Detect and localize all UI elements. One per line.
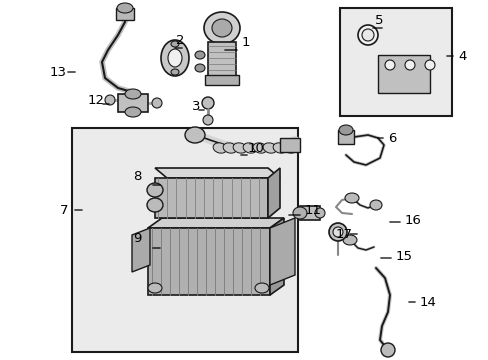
Ellipse shape bbox=[125, 107, 141, 117]
Bar bbox=[204, 75, 239, 85]
Text: 9: 9 bbox=[133, 231, 141, 244]
Ellipse shape bbox=[213, 143, 226, 153]
Ellipse shape bbox=[223, 143, 236, 153]
Ellipse shape bbox=[203, 115, 213, 125]
Ellipse shape bbox=[338, 125, 352, 135]
Bar bbox=[207, 42, 236, 80]
Bar bbox=[299, 206, 319, 220]
Ellipse shape bbox=[314, 208, 325, 218]
Bar bbox=[118, 94, 148, 112]
Text: 1: 1 bbox=[242, 36, 250, 49]
Ellipse shape bbox=[233, 143, 246, 153]
Ellipse shape bbox=[161, 40, 189, 76]
Ellipse shape bbox=[117, 3, 133, 13]
Ellipse shape bbox=[404, 60, 414, 70]
Text: 17: 17 bbox=[335, 228, 352, 240]
Text: 7: 7 bbox=[60, 203, 68, 216]
Ellipse shape bbox=[292, 207, 306, 219]
Text: 12: 12 bbox=[88, 94, 105, 107]
Ellipse shape bbox=[152, 98, 162, 108]
Text: 3: 3 bbox=[192, 99, 200, 112]
Ellipse shape bbox=[168, 49, 182, 67]
Bar bbox=[337, 130, 353, 144]
Ellipse shape bbox=[332, 227, 342, 237]
Text: 2: 2 bbox=[176, 33, 184, 46]
Text: 14: 14 bbox=[419, 296, 436, 309]
Polygon shape bbox=[269, 218, 294, 285]
Polygon shape bbox=[269, 218, 284, 295]
Text: 4: 4 bbox=[457, 49, 466, 63]
Ellipse shape bbox=[342, 235, 356, 245]
Text: 8: 8 bbox=[133, 170, 141, 183]
Bar bbox=[377, 55, 429, 93]
Ellipse shape bbox=[384, 60, 394, 70]
Ellipse shape bbox=[203, 12, 240, 44]
Ellipse shape bbox=[184, 127, 204, 143]
Polygon shape bbox=[267, 168, 280, 218]
Ellipse shape bbox=[328, 223, 346, 241]
Ellipse shape bbox=[243, 143, 256, 153]
Ellipse shape bbox=[195, 64, 204, 72]
Text: 6: 6 bbox=[387, 131, 396, 144]
Ellipse shape bbox=[105, 95, 115, 105]
Polygon shape bbox=[148, 228, 269, 295]
Bar bbox=[339, 8, 451, 116]
Ellipse shape bbox=[263, 143, 276, 153]
Ellipse shape bbox=[253, 143, 266, 153]
Ellipse shape bbox=[147, 183, 163, 197]
Text: 15: 15 bbox=[395, 249, 412, 262]
Ellipse shape bbox=[254, 283, 268, 293]
Ellipse shape bbox=[361, 29, 373, 41]
Text: 13: 13 bbox=[50, 66, 67, 78]
Ellipse shape bbox=[369, 200, 381, 210]
Polygon shape bbox=[155, 178, 267, 218]
Ellipse shape bbox=[148, 283, 162, 293]
Polygon shape bbox=[155, 168, 280, 178]
Text: 11: 11 bbox=[305, 203, 321, 216]
Text: 5: 5 bbox=[374, 13, 383, 27]
Ellipse shape bbox=[147, 198, 163, 212]
Ellipse shape bbox=[125, 89, 141, 99]
Bar bbox=[280, 138, 299, 152]
Polygon shape bbox=[148, 218, 284, 228]
Ellipse shape bbox=[171, 69, 179, 75]
Ellipse shape bbox=[345, 193, 358, 203]
Ellipse shape bbox=[195, 51, 204, 59]
Ellipse shape bbox=[212, 19, 231, 37]
Polygon shape bbox=[132, 228, 150, 272]
Ellipse shape bbox=[273, 143, 286, 153]
Text: 16: 16 bbox=[404, 213, 421, 226]
Ellipse shape bbox=[380, 343, 394, 357]
Ellipse shape bbox=[202, 97, 214, 109]
Text: 10: 10 bbox=[247, 141, 264, 154]
Bar bbox=[116, 8, 134, 20]
Bar bbox=[72, 128, 297, 352]
Ellipse shape bbox=[357, 25, 377, 45]
Ellipse shape bbox=[424, 60, 434, 70]
Ellipse shape bbox=[283, 143, 296, 153]
Ellipse shape bbox=[171, 41, 179, 47]
